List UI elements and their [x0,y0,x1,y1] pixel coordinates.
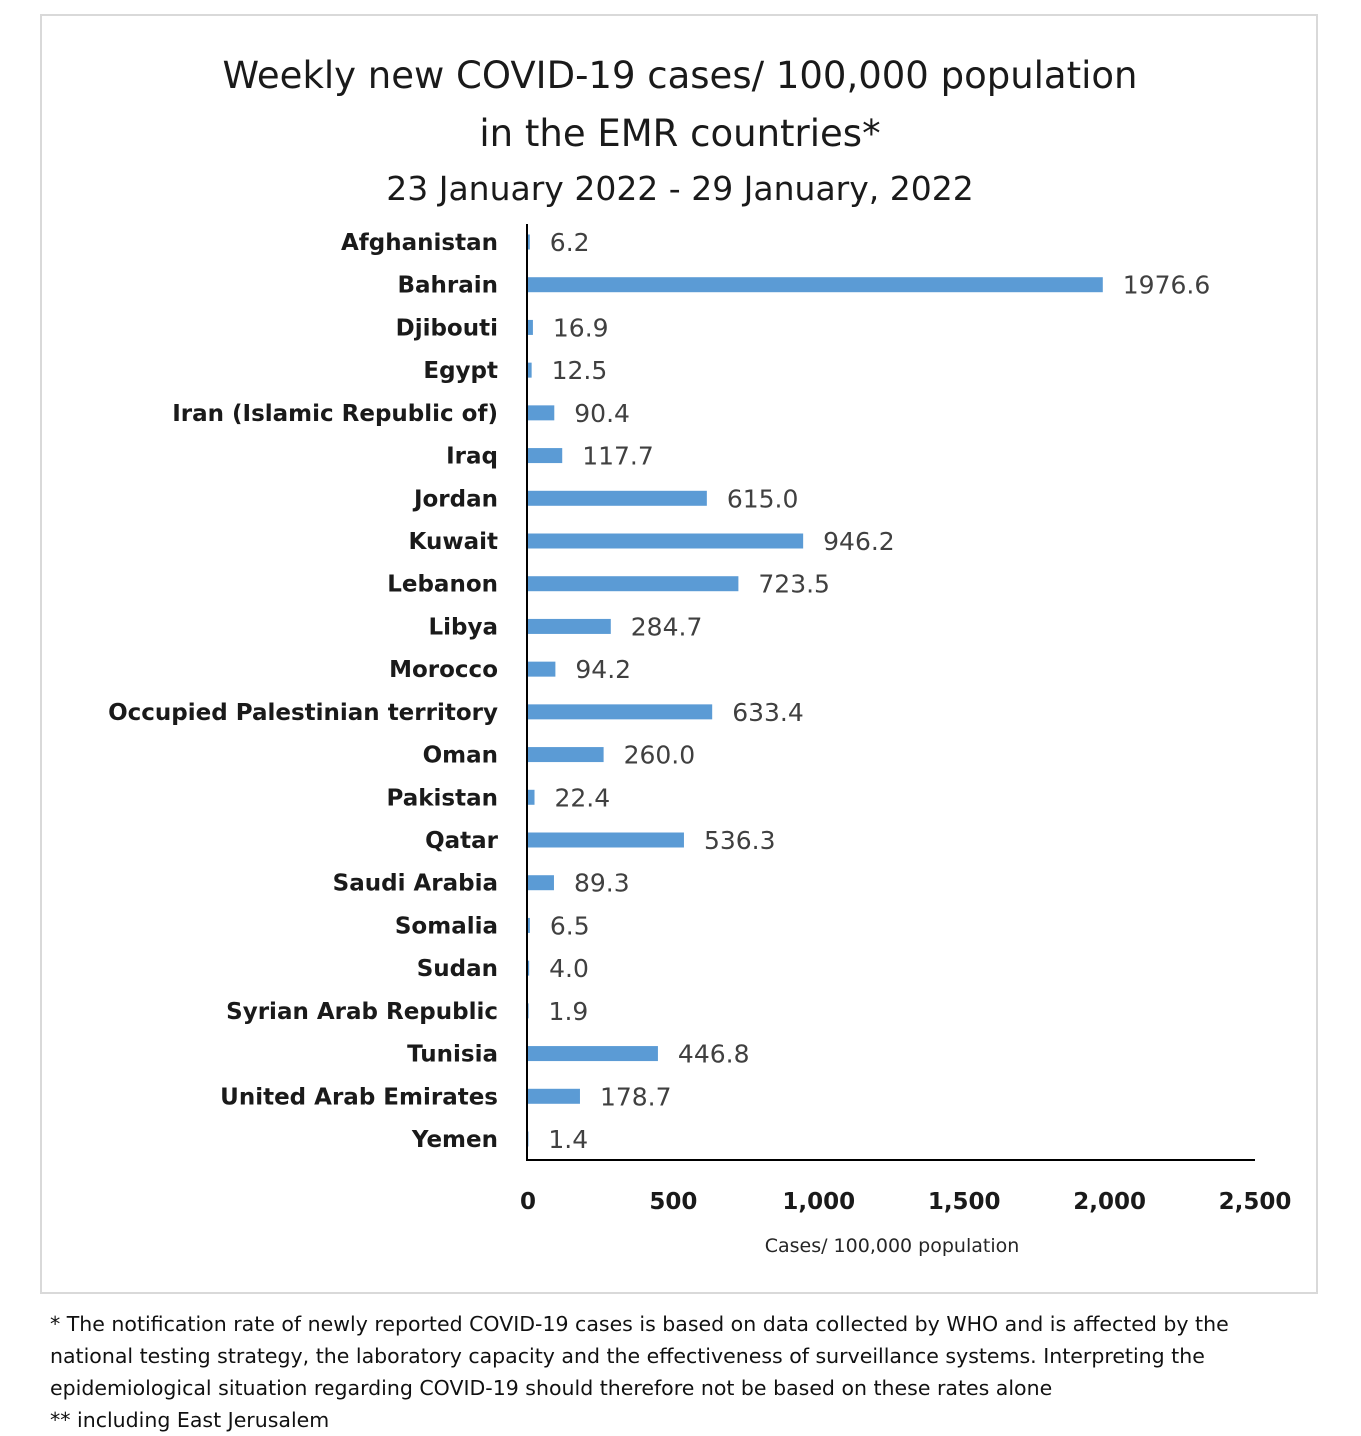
bar-20 [528,1088,580,1104]
value-label-21: 1.4 [548,1125,588,1154]
bar-11 [528,704,713,720]
category-label-19: Tunisia [407,1042,498,1068]
bar-13 [528,789,535,805]
chart-title-line2: in the EMR countries* [479,112,880,155]
bar-8 [528,576,739,592]
bar-3 [528,362,532,378]
bar-14 [528,832,684,848]
value-label-6: 615.0 [727,484,799,513]
value-label-14: 536.3 [704,826,776,855]
category-label-12: Oman [423,743,498,769]
x-axis-title: Cases/ 100,000 population [765,1235,1020,1257]
value-label-1: 1976.6 [1123,271,1210,300]
category-label-15: Saudi Arabia [333,871,498,897]
value-label-16: 6.5 [550,911,590,940]
bar-7 [528,533,804,549]
category-labels: Afghanistan Bahrain Djibouti Egypt Iran (Isl… [108,230,499,1153]
footnote-line-4: ** including East Jerusalem [50,1408,330,1432]
value-label-17: 4.0 [549,954,589,983]
bar-15 [528,875,554,891]
x-tick-label-2: 1,000 [782,1189,855,1215]
chart-title: Weekly new COVID-19 cases/ 100,000 popul… [223,54,1138,97]
footnote-line-2: national testing strategy, the laborator… [50,1344,1205,1368]
bars-layer [528,234,1103,1147]
bar-1 [528,277,1103,293]
value-label-11: 633.4 [732,698,804,727]
x-tick-label-0: 0 [520,1189,536,1215]
category-label-16: Somalia [395,913,498,939]
bar-16 [528,917,530,933]
value-label-12: 260.0 [624,741,696,770]
bar-4 [528,405,555,421]
value-label-20: 178.7 [600,1082,672,1111]
category-label-3: Egypt [423,358,498,384]
bar-0 [528,234,530,250]
bar-19 [528,1046,658,1062]
category-label-14: Qatar [425,828,499,854]
value-label-13: 22.4 [555,783,611,812]
category-label-21: Yemen [411,1127,498,1153]
category-label-2: Djibouti [396,315,498,341]
category-label-10: Morocco [389,657,498,683]
category-label-7: Kuwait [409,529,498,555]
value-label-9: 284.7 [631,612,703,641]
chart-frame [40,14,1318,1294]
category-label-0: Afghanistan [341,230,498,256]
category-label-9: Libya [428,614,498,640]
bar-2 [528,319,533,335]
x-tick-label-1: 500 [649,1189,697,1215]
x-tick-label-4: 2,000 [1073,1189,1146,1215]
x-tick-label-3: 1,500 [928,1189,1001,1215]
category-label-8: Lebanon [387,572,498,598]
category-label-5: Iraq [446,444,498,470]
x-tick-labels: 0 500 1,000 1,500 2,000 2,500 [520,1189,1291,1215]
value-label-3: 12.5 [552,356,608,385]
bar-6 [528,490,707,506]
value-label-2: 16.9 [553,313,609,342]
category-label-17: Sudan [417,956,498,982]
category-label-18: Syrian Arab Republic [226,999,498,1025]
bar-17 [528,960,530,976]
value-label-19: 446.8 [678,1040,750,1069]
category-label-11: Occupied Palestinian territory [108,700,498,726]
value-label-4: 90.4 [574,399,630,428]
bar-18 [528,1003,529,1019]
value-label-8: 723.5 [758,570,830,599]
footnote-line-1: * The notification rate of newly reporte… [50,1312,1229,1336]
bar-chart: Weekly new COVID-19 cases/ 100,000 popul… [108,54,1291,1257]
bar-9 [528,618,611,634]
bar-10 [528,661,556,677]
value-labels: 6.2 1976.6 16.9 12.5 90.4 117.7 615.0 946.2 723.… [548,228,1210,1154]
category-label-1: Bahrain [397,273,498,299]
x-tick-label-5: 2,500 [1219,1189,1292,1215]
category-label-4: Iran (Islamic Republic of) [172,401,498,427]
category-label-6: Jordan [412,486,498,512]
value-label-5: 117.7 [582,442,654,471]
value-label-10: 94.2 [575,655,631,684]
value-label-15: 89.3 [574,869,630,898]
category-label-13: Pakistan [386,785,498,811]
category-label-20: United Arab Emirates [220,1084,498,1110]
value-label-7: 946.2 [823,527,895,556]
bar-5 [528,448,563,464]
bar-12 [528,747,604,763]
value-label-0: 6.2 [550,228,590,257]
chart-subtitle: 23 January 2022 - 29 January, 2022 [386,169,974,208]
footnote-line-3: epidemiological situation regarding COVI… [50,1376,1053,1400]
value-label-18: 1.9 [549,997,589,1026]
